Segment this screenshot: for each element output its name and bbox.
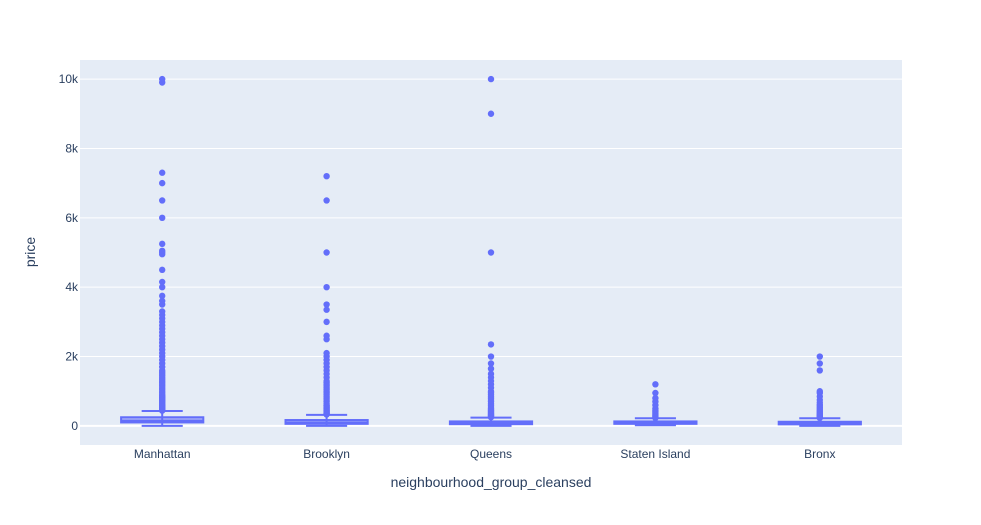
outlier-point [816,367,823,374]
outlier-point [159,240,166,248]
outlier-point [159,214,166,222]
y-tick-label: 0 [71,419,78,433]
outlier-point [159,169,166,176]
x-tick-label: Brooklyn [303,447,350,461]
outlier-point [487,370,495,378]
x-tick-label: Queens [470,447,512,461]
box-group [777,353,862,427]
x-tick-label: Bronx [804,447,835,461]
outlier-point [323,318,330,326]
outlier-point [323,249,330,256]
outlier-point [487,365,495,372]
box-group [284,172,369,427]
outlier-point [652,381,659,388]
outlier-point [159,247,166,254]
outlier-point [487,360,495,367]
x-axis-ticks: Manhattan Brooklyn Queens Staten Island Bron… [134,447,836,461]
outlier-point [159,278,166,286]
outlier-point [323,301,330,308]
outlier-point [487,353,495,360]
outlier-point [159,283,166,291]
x-tick-label: Manhattan [134,447,191,461]
outlier-point [159,297,166,305]
outlier-point [159,197,166,204]
outlier-point [652,389,659,397]
outlier-point [816,388,823,395]
y-axis-title: price [22,237,38,268]
y-tick-label: 6k [65,211,79,225]
outlier-point [159,75,166,83]
y-axis-ticks: 0 2k 4k 6k 8k 10k [59,72,79,433]
y-tick-label: 4k [65,280,79,294]
y-tick-label: 10k [59,72,79,86]
x-tick-label: Staten Island [620,447,690,461]
outlier-point [816,353,823,360]
outlier-point [816,360,823,367]
outlier-point [323,306,330,313]
outlier-point [652,394,659,402]
y-tick-label: 8k [65,141,79,155]
box-group [613,381,698,427]
x-axis-title: neighbourhood_group_cleansed [391,474,592,490]
outlier-point [323,172,330,180]
outlier-point [487,249,495,256]
outlier-point [323,197,330,204]
outlier-point [487,341,495,348]
outlier-point [323,332,330,339]
outlier-point [487,75,495,83]
outlier-point [159,308,166,315]
outlier-point [323,283,330,291]
box-group [448,75,534,427]
outlier-point [159,179,166,187]
outlier-point [323,349,330,357]
box-group [120,75,205,427]
box-series [120,75,862,427]
outlier-point [487,110,495,117]
y-tick-label: 2k [65,350,79,364]
outlier-point [159,292,166,300]
outlier-point [159,266,166,274]
